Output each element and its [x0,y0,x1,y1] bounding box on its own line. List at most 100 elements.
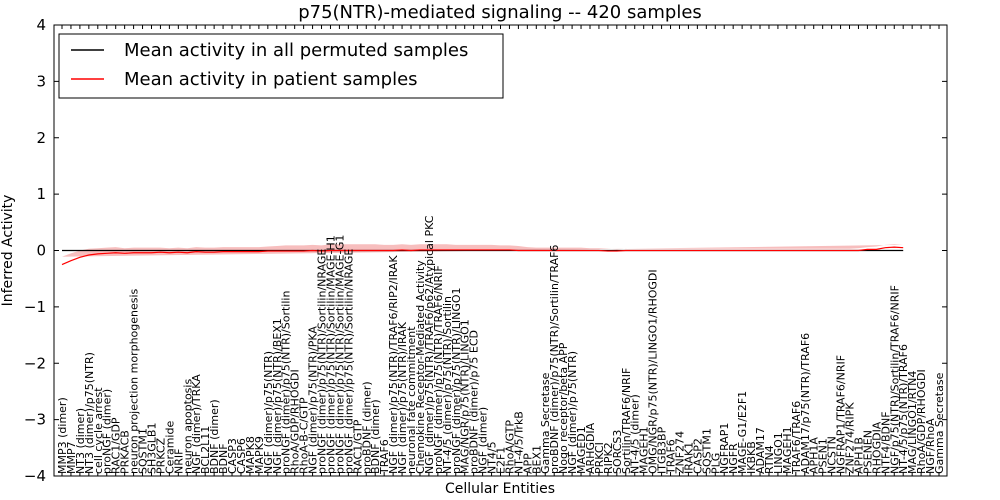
legend-entry-patient: Mean activity in patient samples [124,69,418,90]
x-category-label: neuronal fate commitment [405,326,418,474]
x-category-label: MMP3 (dimer) [56,397,69,474]
x-category-label: cell cycle arrest [92,387,105,474]
x-category-label: NT-4/5/p75(NTR)/TRAF6 [897,344,910,474]
x-category-label: APP [521,453,534,474]
y-tick-label: 1 [36,185,46,203]
x-category-label: neuron apoptosis [181,379,194,474]
x-category-label: MAGE-G1/E2F1 [736,391,749,474]
y-tick-label: −4 [24,467,46,485]
legend-box [58,33,504,99]
x-category-label: SH3GLB1 [145,423,158,474]
x-category-label: TRAF6 [378,439,391,475]
x-category-label: proNGF (dimer)/p75(NTR)/Sortilin/MAGE-G1 [333,235,346,474]
x-category-label: BCL2L11 [199,426,212,474]
x-category-label: proNGF (dimer)/p75(NTR)/TRAF6/NRIF [432,265,445,474]
x-category-label: CASP3 [226,438,239,474]
y-tick-label: −2 [24,354,46,372]
x-category-label: Gamma Secretase [933,372,946,474]
x-category-label: proBDNF (dimer) [360,381,373,474]
x-category-label: BDNF (dimer) [369,399,382,474]
x-category-label: NT3 (dimer) [74,408,87,474]
x-category-label: proNGF (dimer) [101,389,114,474]
y-axis-ticks: −4 −3 −2 −1 0 1 2 3 4 [24,16,947,485]
x-category-label: NGF (dimer)/p75(NTR)/TRAF6/RIP2/IRAK [387,255,400,474]
x-category-label: OMG/NGR/p75(NTR)/LINGO1/RHOGDI [647,269,660,474]
x-category-label: RHOGDIA [870,421,883,474]
x-category-label: SORCS3 [611,430,624,474]
x-category-label: NT4/5 [486,441,499,474]
x-category-label: NGFR [727,443,740,474]
x-category-label: MAGED1 [575,426,588,474]
x-category-label: IRAK1 [682,442,695,474]
chart-title: p75(NTR)-mediated signaling -- 420 sampl… [298,2,702,23]
x-category-label: proNGF (dimer)/p75(NTR)/LINGO1 [450,287,463,474]
x-category-label: NGF/p75(NTR)/Sortilin/TRAF6/NRIF [888,285,901,474]
x-category-label: MAGEH1 [781,426,794,474]
x-category-label: RhoA/GDP/RHOGDI [289,369,302,474]
x-category-label: E2F1 [495,447,508,474]
x-category-label: NT-4/5 (dimer) [629,394,642,474]
x-category-label: SQSTM1 [137,428,150,474]
x-category-label: RIPK2 [602,442,615,474]
x-category-label: SQSTM1 [700,428,713,474]
x-category-label: MAG/LINGO1/RTN4 [906,371,919,474]
x-category-label: proNGF (dimer)/p75(NTR)/Sortilin/NRAGE [342,249,355,474]
x-category-label: ZNF274 [673,431,686,474]
x-category-label: PSEN1 [817,438,830,474]
x-category-label: IKBKB [745,441,758,474]
x-category-label: NGF (dimer) [477,407,490,474]
x-category-label: MMP7 [65,441,78,474]
x-category-label: BDNF [217,443,230,474]
x-category-label: ADAM17 [754,427,767,474]
x-category-label: NGFRAP1/TRAF6/NRIF [835,355,848,474]
patient-mean-line [61,246,904,266]
x-category-label: RAC1/GTP [351,419,364,474]
x-category-label: ARHGDIA [584,422,597,474]
y-tick-label: 4 [36,16,46,34]
x-category-label: RhoA/GDP/RHOGDI [915,369,928,474]
x-category-label: NGF (dimer)/TRKA [190,374,203,474]
legend: Mean activity in all permuted samples Me… [58,33,504,99]
x-category-label: NT3 (dimer)/p75(NTR) [83,352,96,474]
x-category-label: Sortilin/TRAF6/NRIF [620,368,633,474]
x-category-label: proNGF (dimer)/p75(NTR)/Sortilin/MAGE-H1 [324,235,337,474]
x-category-label: RhoA/GTP [503,420,516,474]
x-category-label: RAC1/GDP [110,417,123,474]
x-category-label: NGF (dimer)/p75(NTR) [566,351,579,474]
x-category-label: MAGEH1 [638,426,651,474]
x-category-label: NTF4/BDNF [879,411,892,474]
x-category-label: proBDNF (dimer)/p75(NTR)/Sortilin/TRAF6 [548,245,561,474]
x-category-label: RhoA-B-C/GTP [298,397,311,474]
x-category-label: proNGF (dimer)/p75(NTR)/Sortilin [280,291,293,474]
x-category-label: MAPK9 [253,436,266,474]
x-category-label: proNGF (dimer)/p75(NTR)/Sortilin/NRAGE [316,249,329,474]
legend-entry-permuted: Mean activity in all permuted samples [124,40,468,61]
x-axis-label: Cellular Entities [445,481,555,497]
x-category-label: BDNF (dimer) [208,399,221,474]
x-category-label: CASP2 [691,438,704,474]
x-category-label: PSENEN [861,430,874,474]
x-category-label: PRKCZ [154,437,167,474]
y-tick-label: 3 [36,72,46,90]
x-category-label: CASP6 [235,438,248,474]
x-category-label: NRIF [172,449,185,474]
y-axis-label: Inferred Activity [0,195,16,307]
x-category-label: Ceramide [163,421,176,474]
x-category-label: MAPK8 [244,436,257,474]
x-category-label: NGF (dimer)/p75(NTR)/TRAF6/p62/Atypical … [423,215,436,474]
x-category-label: NGF (dimer)/p75(NTR) [262,351,275,474]
x-category-label: neuron projection morphogenesis [128,288,141,474]
y-tick-label: 2 [36,129,46,147]
x-category-label: Nogo receptor/beta APP [557,342,570,474]
x-category-label: ADAM17/p75(NTR)/TRAF6 [799,333,812,474]
x-category-label: NGF/RhoA [924,418,937,474]
y-tick-label: −3 [24,411,46,429]
x-category-label: PRKCI [593,442,606,474]
x-category-label: ITGB3BP [656,426,669,474]
x-category-label: NGF (dimer)/p75(NTR)/IRAK [396,321,409,474]
y-tick-label: 0 [36,242,46,260]
x-category-label: RTN4 [763,445,776,474]
x-category-label: ZNF274/RIPK [844,402,857,474]
